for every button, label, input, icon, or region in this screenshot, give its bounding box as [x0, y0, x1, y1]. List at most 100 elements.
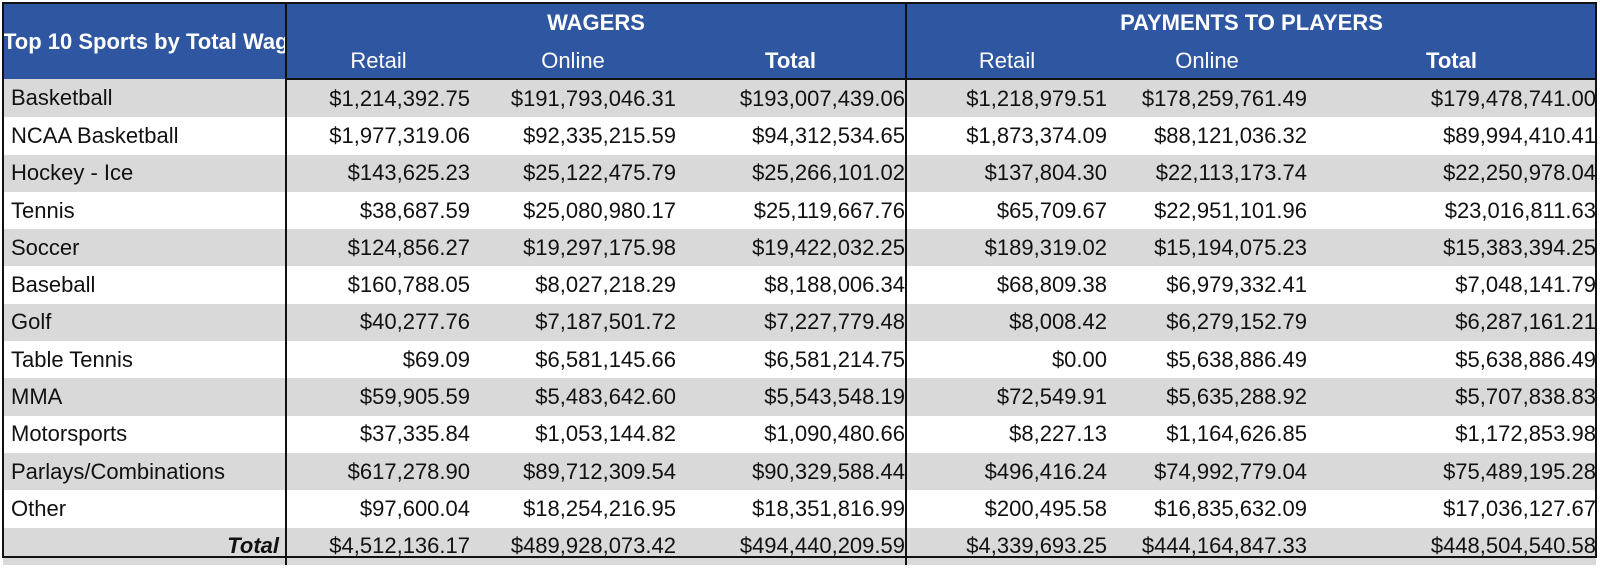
wagers-online-cell: $89,712,309.54 — [470, 452, 676, 491]
total-payments-retail-cell: $4,339,693.25 — [906, 527, 1107, 565]
wagers-retail-cell: $40,277.76 — [286, 303, 470, 342]
table-row: Basketball $1,214,392.75 $191,793,046.31… — [3, 79, 1596, 118]
wagers-total-cell: $1,090,480.66 — [676, 415, 907, 453]
col-header-payments-retail: Retail — [906, 43, 1107, 80]
payments-online-cell: $6,979,332.41 — [1166, 272, 1307, 298]
wagers-online-cell: $7,187,501.72 — [470, 303, 676, 342]
sports-wagers-table: Top 10 Sports by Total Wagers WAGERS PAY… — [3, 3, 1596, 565]
wagers-retail-cell: $1,977,319.06 — [329, 122, 470, 148]
table-row: Soccer $124,856.27 $19,297,175.98 $19,42… — [3, 229, 1596, 267]
corner-header: Top 10 Sports by Total Wagers — [3, 3, 287, 79]
sport-cell: NCAA Basketball — [3, 117, 287, 155]
payments-retail-cell: $8,008.42 — [906, 303, 1107, 342]
col-header-wagers-online: Online — [470, 43, 676, 80]
payments-retail-cell: $1,873,374.09 — [966, 122, 1107, 148]
col-header-payments-online: Online — [1107, 43, 1307, 80]
wagers-online-cell: $8,027,218.29 — [535, 272, 676, 298]
payments-total-cell: $6,287,161.21 — [1307, 303, 1596, 342]
sport-cell: MMA — [3, 378, 287, 416]
payments-total-cell: $15,383,394.25 — [1307, 229, 1596, 267]
wagers-online-cell: $191,793,046.31 — [470, 79, 676, 118]
payments-retail-cell: $137,804.30 — [906, 154, 1107, 192]
payments-total-cell: $1,172,853.98 — [1455, 421, 1596, 447]
payments-online-cell: $1,164,626.85 — [1166, 421, 1307, 447]
wagers-online-cell: $1,053,144.82 — [535, 421, 676, 447]
payments-online-cell: $178,259,761.49 — [1107, 79, 1307, 118]
wagers-total-cell: $6,581,214.75 — [676, 341, 907, 379]
sport-cell: Baseball — [3, 266, 287, 304]
table-row: Other $97,600.04 $18,254,216.95 $18,351,… — [3, 490, 1596, 528]
payments-online-cell: $15,194,075.23 — [1107, 229, 1307, 267]
payments-total-cell: $17,036,127.67 — [1443, 495, 1596, 521]
payments-total-cell: $5,638,886.49 — [1455, 346, 1596, 372]
payments-retail-cell: $65,709.67 — [996, 197, 1107, 223]
wagers-total-cell: $25,266,101.02 — [676, 154, 907, 192]
payments-total-cell: $179,478,741.00 — [1307, 79, 1596, 118]
table-row: Golf $40,277.76 $7,187,501.72 $7,227,779… — [3, 303, 1596, 342]
wagers-retail-cell: $160,788.05 — [347, 272, 470, 298]
total-wagers-retail-cell: $4,512,136.17 — [286, 527, 470, 565]
total-wagers-online-cell: $489,928,073.42 — [470, 527, 676, 565]
table-row: Motorsports $37,335.84 $1,053,144.82 $1,… — [3, 415, 1596, 453]
wagers-online-cell: $19,297,175.98 — [470, 229, 676, 267]
wagers-total-cell: $19,422,032.25 — [676, 229, 907, 267]
wagers-online-cell: $5,483,642.60 — [470, 378, 676, 416]
total-payments-total-cell: $448,504,540.58 — [1307, 527, 1596, 565]
sport-cell: Soccer — [3, 229, 287, 267]
payments-retail-cell: $0.00 — [1051, 346, 1107, 372]
payments-total-cell: $75,489,195.28 — [1307, 452, 1596, 491]
wagers-total-cell: $25,119,667.76 — [676, 191, 907, 230]
wagers-retail-cell: $59,905.59 — [286, 378, 470, 416]
payments-online-cell: $88,121,036.32 — [1154, 122, 1307, 148]
sport-cell: Basketball — [3, 79, 287, 118]
payments-total-cell: $23,016,811.63 — [1444, 197, 1596, 223]
sport-cell: Parlays/Combinations — [3, 452, 287, 491]
sport-cell: Hockey - Ice — [3, 154, 287, 192]
wagers-total-cell: $94,312,534.65 — [676, 117, 907, 155]
wagers-retail-cell: $97,600.04 — [359, 495, 470, 521]
payments-retail-cell: $8,227.13 — [1009, 421, 1107, 447]
sport-cell: Motorsports — [3, 415, 287, 453]
wagers-retail-cell: $69.09 — [402, 346, 470, 372]
payments-online-cell: $5,638,886.49 — [1166, 346, 1307, 372]
wagers-retail-cell: $38,687.59 — [359, 197, 470, 223]
wagers-retail-cell: $37,335.84 — [359, 421, 470, 447]
table-row: Tennis $38,687.59 $25,080,980.17 $25,119… — [3, 191, 1596, 230]
sport-cell: Golf — [3, 303, 287, 342]
wagers-retail-cell: $124,856.27 — [286, 229, 470, 267]
wagers-total-cell: $5,543,548.19 — [676, 378, 907, 416]
total-wagers-total-cell: $494,440,209.59 — [676, 527, 907, 565]
wagers-total-cell: $193,007,439.06 — [676, 79, 907, 118]
sport-cell: Table Tennis — [3, 341, 287, 379]
wagers-total-cell: $90,329,588.44 — [676, 452, 907, 491]
payments-retail-cell: $189,319.02 — [906, 229, 1107, 267]
wagers-total-cell: $7,227,779.48 — [676, 303, 907, 342]
wagers-total-cell: $18,351,816.99 — [676, 490, 907, 528]
col-header-payments-total: Total — [1307, 43, 1596, 80]
payments-retail-cell: $1,218,979.51 — [906, 79, 1107, 118]
wagers-group-header: WAGERS — [286, 3, 907, 43]
payments-online-cell: $22,113,173.74 — [1107, 154, 1307, 192]
wagers-retail-cell: $1,214,392.75 — [286, 79, 470, 118]
payments-retail-cell: $496,416.24 — [906, 452, 1107, 491]
total-label: Total — [3, 527, 287, 565]
sport-cell: Tennis — [3, 191, 287, 230]
total-row: Total $4,512,136.17 $489,928,073.42 $494… — [3, 527, 1596, 565]
table-row: NCAA Basketball $1,977,319.06 $92,335,21… — [3, 117, 1596, 155]
total-payments-online-cell: $444,164,847.33 — [1107, 527, 1307, 565]
wagers-online-cell: $25,122,475.79 — [470, 154, 676, 192]
table-row: Baseball $160,788.05 $8,027,218.29 $8,18… — [3, 266, 1596, 304]
payments-online-cell: $6,279,152.79 — [1107, 303, 1307, 342]
col-header-wagers-retail: Retail — [286, 43, 470, 80]
table-row: Table Tennis $69.09 $6,581,145.66 $6,581… — [3, 341, 1596, 379]
payments-retail-cell: $72,549.91 — [906, 378, 1107, 416]
payments-group-header: PAYMENTS TO PLAYERS — [906, 3, 1596, 43]
col-header-wagers-total: Total — [676, 43, 907, 80]
wagers-online-cell: $92,335,215.59 — [523, 122, 676, 148]
payments-total-cell: $7,048,141.79 — [1455, 272, 1596, 298]
table-row: MMA $59,905.59 $5,483,642.60 $5,543,548.… — [3, 378, 1596, 416]
wagers-total-cell: $8,188,006.34 — [676, 266, 907, 304]
payments-retail-cell: $200,495.58 — [984, 495, 1107, 521]
payments-total-cell: $22,250,978.04 — [1307, 154, 1596, 192]
wagers-online-cell: $18,254,216.95 — [523, 495, 676, 521]
